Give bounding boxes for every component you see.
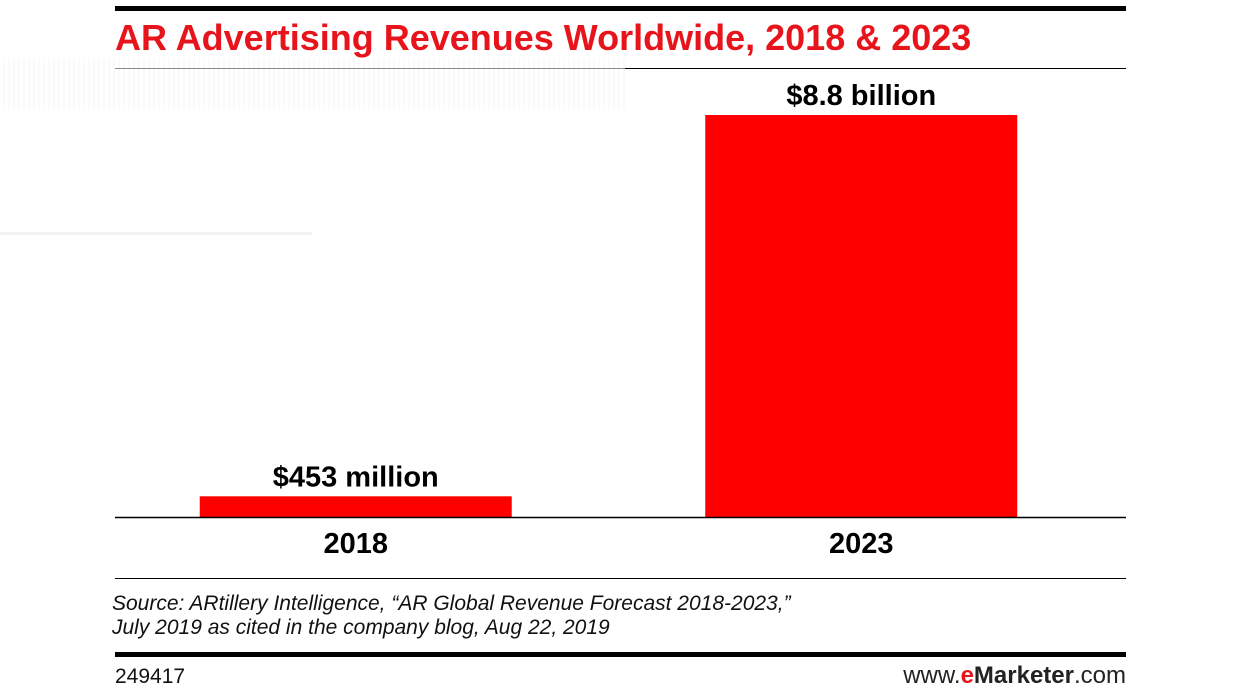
source-note: Source: ARtillery Intelligence, “AR Glob… xyxy=(112,592,1012,640)
x-tick-2018: 2018 xyxy=(323,528,388,560)
bottom-rule xyxy=(115,652,1126,657)
chart-title: AR Advertising Revenues Worldwide, 2018 … xyxy=(115,17,972,58)
bar-2018 xyxy=(199,496,512,517)
chart-id: 249417 xyxy=(115,665,186,688)
brand-main: Marketer xyxy=(973,662,1074,689)
brand-logo: www.eMarketer.com xyxy=(903,662,1126,690)
source-divider xyxy=(115,578,1126,579)
brand-prefix: www. xyxy=(903,662,961,689)
source-line-1: Source: ARtillery Intelligence, “AR Glob… xyxy=(112,592,791,615)
source-line-2: July 2019 as cited in the company blog, … xyxy=(112,616,610,639)
x-tick-2023: 2023 xyxy=(829,528,894,560)
brand-suffix: .com xyxy=(1073,662,1126,689)
top-rule xyxy=(115,6,1126,11)
data-label-2018: $453 million xyxy=(273,461,439,493)
faded-overlay xyxy=(0,58,625,110)
brand-accent: e xyxy=(960,662,974,689)
data-label-2023: $8.8 billion xyxy=(786,80,936,112)
bar-2023 xyxy=(705,115,1018,517)
faded-overlay-line xyxy=(0,232,312,235)
